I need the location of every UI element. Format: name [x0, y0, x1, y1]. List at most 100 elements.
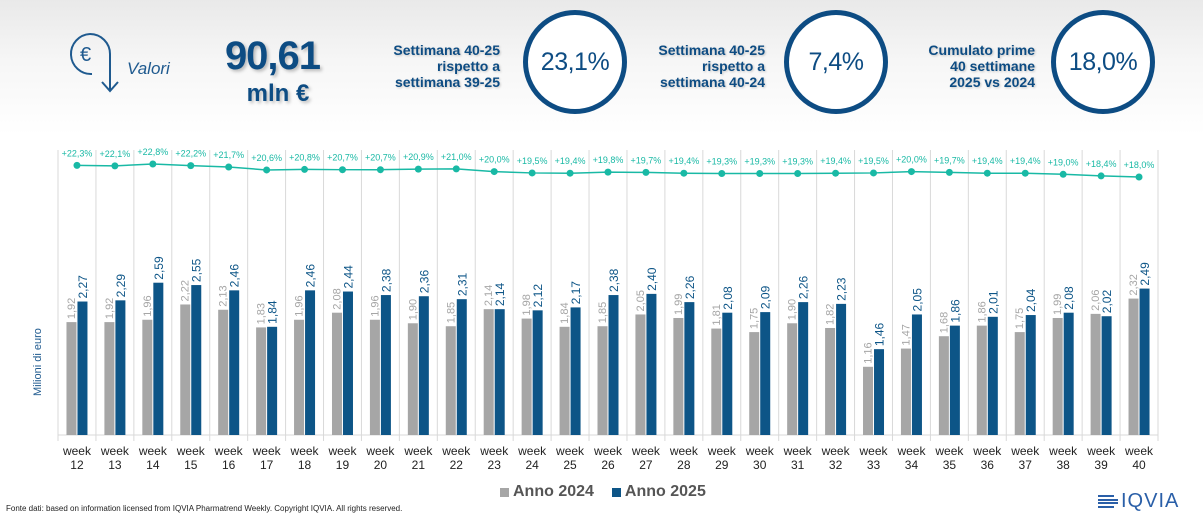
bar-2024 [104, 322, 115, 435]
x-tick-label: 22 [450, 458, 464, 472]
bar-label-2025: 2,59 [152, 256, 166, 280]
line-point [187, 162, 195, 170]
bar-label-2025: 2,02 [1100, 290, 1114, 314]
x-tick-label: week [403, 444, 433, 458]
bar-label-2024: 2,08 [331, 288, 343, 309]
line-point [490, 168, 498, 176]
bar-label-2025: 2,26 [797, 275, 811, 299]
bar-label-2024: 1,85 [597, 302, 609, 323]
bar-2024 [521, 318, 532, 435]
line-point-label: +21,7% [213, 150, 244, 160]
x-tick-label: 15 [184, 458, 198, 472]
bar-2024 [559, 326, 570, 435]
bar-label-2024: 1,47 [900, 324, 912, 345]
line-point [376, 166, 384, 174]
bar-label-2025: 2,27 [76, 275, 90, 299]
x-tick-label: 19 [336, 458, 350, 472]
bar-2024 [938, 336, 949, 435]
bar-2024 [142, 319, 153, 435]
line-point [870, 169, 878, 177]
line-point [73, 161, 81, 169]
kpi-cumulative-circle: 18,0% [1051, 10, 1155, 114]
x-tick-label: 24 [525, 458, 539, 472]
bar-2025 [1025, 315, 1036, 435]
bar-2024 [1090, 313, 1101, 435]
bar-2024 [900, 348, 911, 435]
kpi-label-line: settimana 40-24 [659, 74, 765, 90]
bar-label-2024: 1,68 [938, 312, 950, 333]
bar-label-2024: 1,85 [445, 302, 457, 323]
bar-2025 [798, 302, 809, 435]
kpi-label-line: rispetto a [436, 58, 500, 74]
kpi-value: 7,4% [808, 47, 864, 76]
line-point-label: +19,4% [668, 156, 699, 166]
line-point [945, 168, 953, 176]
line-point [907, 168, 915, 176]
line-point [832, 169, 840, 177]
line-point-label: +19,8% [593, 155, 624, 165]
bar-2024 [483, 309, 494, 435]
bar-2025 [153, 282, 164, 435]
x-tick-label: week [517, 444, 547, 458]
bar-2024 [597, 326, 608, 435]
bar-2025 [494, 309, 505, 435]
bar-2025 [987, 316, 998, 435]
bar-2025 [949, 325, 960, 435]
bar-label-2024: 1,99 [1052, 294, 1064, 315]
bar-label-2025: 2,44 [341, 265, 355, 289]
x-tick-label: week [669, 444, 699, 458]
x-tick-label: 21 [412, 458, 426, 472]
bar-label-2024: 2,05 [635, 290, 647, 311]
x-tick-label: week [972, 444, 1002, 458]
x-tick-label: week [783, 444, 813, 458]
line-point-label: +20,9% [403, 152, 434, 162]
line-point-label: +19,0% [1048, 157, 1079, 167]
bar-2025 [760, 312, 771, 435]
x-tick-label: week [100, 444, 130, 458]
x-tick-label: 39 [1094, 458, 1108, 472]
line-point-label: +22,2% [175, 149, 206, 159]
bar-2025 [191, 285, 202, 435]
line-point-label: +19,4% [1010, 156, 1041, 166]
legend-swatch-2024 [500, 487, 509, 497]
bar-label-2025: 2,09 [759, 285, 773, 309]
bar-2025 [874, 349, 885, 435]
bar-2024 [711, 328, 722, 435]
x-tick-label: 18 [298, 458, 312, 472]
kpi-value: 23,1% [540, 47, 610, 76]
bar-2024 [635, 314, 646, 435]
bar-label-2025: 2,05 [910, 288, 924, 312]
x-tick-label: week [138, 444, 168, 458]
x-tick-label: 33 [867, 458, 881, 472]
line-point [149, 160, 157, 168]
line-point-label: +20,0% [479, 155, 510, 165]
bar-label-2025: 2,29 [114, 274, 128, 298]
weekly-sales-chart: 1,922,27week121,922,29week131,962,59week… [57, 147, 1159, 472]
bar-label-2025: 2,40 [645, 267, 659, 291]
bar-2024 [863, 366, 874, 435]
bar-label-2024: 1,75 [749, 308, 761, 329]
bar-2024 [218, 309, 229, 435]
bar-2024 [369, 319, 380, 435]
bar-2024 [825, 327, 836, 435]
x-tick-label: 30 [753, 458, 767, 472]
bar-2024 [976, 325, 987, 435]
kpi-value: 18,0% [1068, 47, 1138, 76]
x-tick-label: week [479, 444, 509, 458]
line-point-label: +20,6% [251, 153, 282, 163]
bar-2025 [1063, 312, 1074, 435]
bar-label-2025: 2,55 [190, 258, 204, 282]
line-point-label: +20,7% [365, 153, 396, 163]
bar-label-2024: 1,96 [369, 295, 381, 316]
bar-label-2025: 1,46 [873, 322, 887, 346]
line-point-label: +19,7% [631, 155, 662, 165]
line-point [794, 169, 802, 177]
line-point [566, 169, 574, 177]
bar-label-2025: 2,12 [531, 284, 545, 308]
bar-label-2024: 1,92 [66, 298, 78, 319]
bar-label-2025: 2,46 [304, 264, 318, 288]
x-tick-label: week [327, 444, 357, 458]
x-tick-label: 14 [146, 458, 160, 472]
bar-2025 [911, 314, 922, 435]
bar-label-2024: 1,81 [711, 304, 723, 325]
